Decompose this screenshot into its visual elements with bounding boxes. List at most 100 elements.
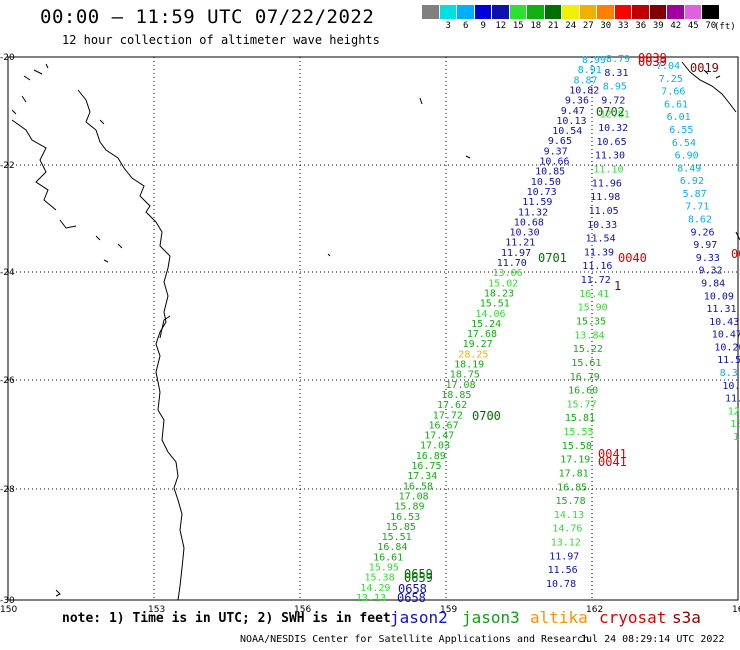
swh-value: 17.81 xyxy=(559,469,589,480)
pass-time-label: 0701 xyxy=(538,251,567,265)
colorbar-label: 42 xyxy=(670,21,682,31)
swh-value: 9.72 xyxy=(601,95,625,106)
colorbar-swatch xyxy=(474,5,492,19)
colorbar-bin: 6 xyxy=(457,5,475,31)
axis-labels: 150 153 156 159 162 165 -20 -22 -24 -26 -28 -30 xyxy=(0,53,740,615)
swh-value: 15.90 xyxy=(578,303,608,314)
swh-value: 16.53 xyxy=(390,512,420,523)
swh-value: 15.78 xyxy=(556,496,586,507)
swh-value: 10.32 xyxy=(598,123,628,134)
pass-time-label: 0041 xyxy=(598,447,627,461)
swh-value: 17.03 xyxy=(420,441,450,452)
swh-value: 8.79 xyxy=(606,54,630,65)
swh-value: 15.38 xyxy=(365,573,395,584)
colorbar-swatch xyxy=(439,5,457,19)
swh-value: 10.20 xyxy=(714,342,740,353)
lat-tick-label: -22 xyxy=(0,161,15,171)
swh-value: 10.30 xyxy=(510,228,540,239)
swh-value: 6.92 xyxy=(680,176,704,187)
colorbar-swatch xyxy=(544,5,562,19)
pass-time-label: 0700 xyxy=(472,409,501,423)
legend-altika: altika xyxy=(530,608,588,627)
colorbar-bin: 36 xyxy=(632,5,650,31)
swh-value: 9.37 xyxy=(544,146,568,157)
swh-value: 16.67 xyxy=(429,420,459,431)
swh-value: 10.13 xyxy=(556,116,586,127)
swh-value: 15.51 xyxy=(382,532,412,543)
swh-value: 15.35 xyxy=(576,317,606,328)
lat-tick-label: -28 xyxy=(0,485,15,495)
colorbar-bin: 21 xyxy=(544,5,562,31)
map-subtitle: 12 hour collection of altimeter wave hei… xyxy=(62,33,380,47)
pass-time-label: 0040 xyxy=(618,251,647,265)
swh-value: 7.04 xyxy=(656,61,680,72)
coastline xyxy=(11,61,740,601)
swh-value: 11.10 xyxy=(593,165,623,176)
swh-value: 16.89 xyxy=(416,451,446,462)
colorbar-label: 39 xyxy=(652,21,664,31)
swh-value: 17.19 xyxy=(560,455,590,466)
colorbar-bin: 33 xyxy=(614,5,632,31)
lon-tick-label: 153 xyxy=(148,605,165,615)
swh-value: 15.81 xyxy=(565,413,595,424)
colorbar-bin: 39 xyxy=(649,5,667,31)
colorbar-swatch xyxy=(684,5,702,19)
swh-value: 9.65 xyxy=(548,136,572,147)
swh-value: 11.98 xyxy=(590,192,620,203)
swh-value: 11.56 xyxy=(548,565,578,576)
colorbar-unit: (ft) xyxy=(714,22,736,32)
pass-time-label: 0658 xyxy=(398,582,427,596)
colorbar-swatch xyxy=(527,5,545,19)
colorbar-swatch xyxy=(562,5,580,19)
swh-value: 8.87 xyxy=(574,75,598,86)
lat-tick-label: -20 xyxy=(0,53,15,63)
colorbar-bin: 45 xyxy=(684,5,702,31)
swh-value: 11.05 xyxy=(589,206,619,217)
swh-value: 14.29 xyxy=(360,583,390,594)
swh-value: 6.61 xyxy=(664,99,688,110)
colorbar-label xyxy=(422,22,440,31)
swh-value: 10.85 xyxy=(535,167,565,178)
altimeter-swh-values: 8.998.918.8710.829.369.4710.1310.549.659… xyxy=(356,54,740,604)
swh-value: 10.78 xyxy=(546,579,576,590)
swh-value: 11.97 xyxy=(549,551,579,562)
swh-value: 17.68 xyxy=(467,329,497,340)
swh-value: 7.71 xyxy=(685,202,709,213)
swh-value: 16.79 xyxy=(570,372,600,383)
colorbar-swatch xyxy=(492,5,510,19)
swh-value: 15.02 xyxy=(488,278,518,289)
legend-jason2: jason2 xyxy=(390,608,448,627)
pass-time-label: 0019 xyxy=(690,61,719,75)
swh-value: 15.22 xyxy=(573,344,603,355)
swh-value: 8.31 xyxy=(604,68,628,79)
legend-cryosat: cryosat xyxy=(599,608,666,627)
swh-value: 28.25 xyxy=(458,349,488,360)
swh-value: 9.26 xyxy=(691,227,715,238)
legend-s3a: s3a xyxy=(672,608,701,627)
colorbar-bin xyxy=(422,5,440,31)
swh-value: 10.50 xyxy=(531,177,561,188)
swh-value: 8.3 xyxy=(720,368,738,379)
colorbar-label: 3 xyxy=(445,21,451,31)
lon-tick-label: 162 xyxy=(586,605,603,615)
swh-value: 8.62 xyxy=(688,215,712,226)
swh-value: 15.85 xyxy=(386,522,416,533)
swh-value: 11.97 xyxy=(501,248,531,259)
swh-value: 9.47 xyxy=(561,106,585,117)
swh-value: 12 xyxy=(728,406,740,417)
swh-value: 7.66 xyxy=(661,87,685,98)
swh-value: 8.91 xyxy=(578,65,602,76)
colorbar-swatch xyxy=(597,5,615,19)
colorbar-swatch xyxy=(422,5,440,19)
colorbar-swatch xyxy=(457,5,475,19)
lat-tick-label: -30 xyxy=(0,596,15,606)
pass-time-label: 0041 xyxy=(598,455,627,469)
swh-value: 13.84 xyxy=(574,330,604,341)
colorbar-label: 70 xyxy=(705,21,717,31)
colorbar-swatch xyxy=(579,5,597,19)
swh-value: 6.01 xyxy=(667,112,691,123)
lon-tick-label: 150 xyxy=(0,605,17,615)
pass-time-label: 0658 xyxy=(397,591,426,605)
swh-value: 10.65 xyxy=(597,137,627,148)
